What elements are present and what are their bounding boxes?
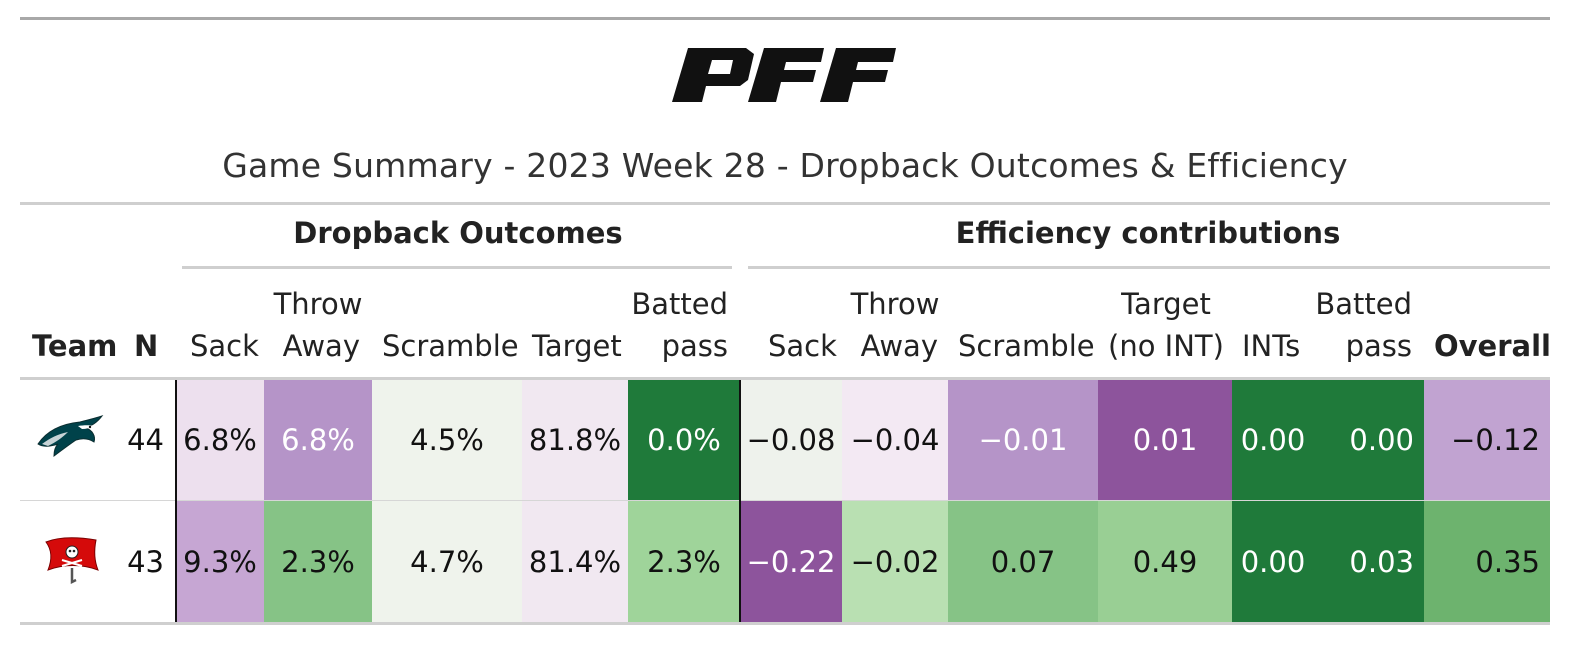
group-efficiency-contributions: Efficiency contributions bbox=[955, 216, 1341, 250]
vertical-divider-middle bbox=[739, 380, 741, 622]
col-d-batted-line2: pass bbox=[661, 329, 728, 363]
row2-eff-scramble: 0.07 bbox=[948, 501, 1098, 622]
row2-n: 43 bbox=[127, 544, 164, 579]
row1-dropback-throw-away: 6.8% bbox=[264, 380, 372, 500]
col-e-sack: Sack bbox=[768, 329, 837, 363]
bottom-rule bbox=[20, 622, 1550, 625]
header-rule bbox=[20, 377, 1550, 380]
row2-dropback-batted-pass: 2.3% bbox=[628, 501, 740, 622]
title-rule bbox=[20, 202, 1550, 205]
group-rule-dropback bbox=[182, 266, 732, 269]
col-d-throw-line2: Away bbox=[282, 329, 360, 363]
row1-eff-throw-away: −0.04 bbox=[842, 380, 948, 500]
group-rule-efficiency bbox=[748, 266, 1550, 269]
row1-eff-overall: −0.12 bbox=[1424, 380, 1550, 500]
row2-eff-target: 0.49 bbox=[1098, 501, 1232, 622]
col-d-sack: Sack bbox=[190, 329, 259, 363]
col-e-target-line1: Target bbox=[1121, 287, 1211, 321]
row2-dropback-scramble: 4.7% bbox=[372, 501, 522, 622]
row1-eff-scramble: −0.01 bbox=[948, 380, 1098, 500]
row1-dropback-sack: 6.8% bbox=[176, 380, 264, 500]
col-e-overall: Overall bbox=[1434, 329, 1551, 363]
row2-dropback-sack: 9.3% bbox=[176, 501, 264, 622]
col-d-scramble: Scramble bbox=[382, 329, 519, 363]
col-d-batted-line1: Batted bbox=[631, 287, 728, 321]
row1-n: 44 bbox=[127, 423, 164, 457]
row1-eff-target: 0.01 bbox=[1098, 380, 1232, 500]
row2-dropback-throw-away: 2.3% bbox=[264, 501, 372, 622]
row2-eff-sack: −0.22 bbox=[740, 501, 842, 622]
col-e-throw-line2: Away bbox=[860, 329, 938, 363]
vertical-divider-left bbox=[175, 380, 177, 622]
row1-dropback-batted-pass: 0.0% bbox=[628, 380, 740, 500]
row2-eff-batted-pass: 0.03 bbox=[1314, 501, 1424, 622]
row-separator bbox=[20, 500, 1550, 501]
row1-eff-sack: −0.08 bbox=[740, 380, 842, 500]
col-e-target-line2: (no INT) bbox=[1108, 329, 1224, 363]
row1-dropback-target: 81.8% bbox=[522, 380, 628, 500]
row1-eff-ints: 0.00 bbox=[1232, 380, 1314, 500]
row2-eff-ints: 0.00 bbox=[1232, 501, 1314, 622]
col-e-batted-line1: Batted bbox=[1315, 287, 1412, 321]
row1-eff-batted-pass: 0.00 bbox=[1314, 380, 1424, 500]
col-d-throw-line1: Throw bbox=[273, 287, 363, 321]
col-d-target: Target bbox=[532, 329, 622, 363]
col-team: Team bbox=[32, 329, 118, 363]
col-e-ints: INTs bbox=[1242, 329, 1301, 363]
row2-eff-overall: 0.35 bbox=[1424, 501, 1550, 622]
pff-logo bbox=[672, 48, 896, 102]
row1-dropback-scramble: 4.5% bbox=[372, 380, 522, 500]
top-rule bbox=[20, 17, 1550, 20]
eagles-logo-icon bbox=[37, 415, 104, 458]
group-dropback-outcomes: Dropback Outcomes bbox=[293, 216, 623, 250]
col-e-throw-line1: Throw bbox=[850, 287, 940, 321]
col-e-batted-line2: pass bbox=[1345, 329, 1412, 363]
col-e-scramble: Scramble bbox=[958, 329, 1095, 363]
table-subtitle: Game Summary - 2023 Week 28 - Dropback O… bbox=[222, 146, 1348, 185]
row2-eff-throw-away: −0.02 bbox=[842, 501, 948, 622]
row2-dropback-target: 81.4% bbox=[522, 501, 628, 622]
col-n: N bbox=[134, 329, 159, 363]
buccaneers-logo-icon bbox=[45, 537, 99, 584]
